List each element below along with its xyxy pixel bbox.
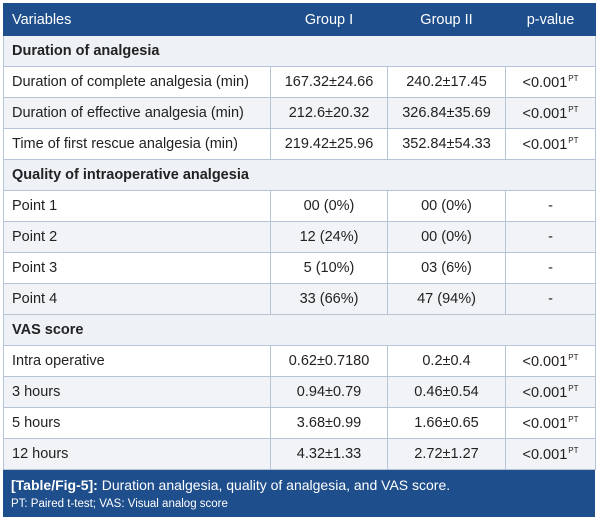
header-group-2: Group II (387, 3, 506, 36)
group-1-value: 00 (0%) (270, 190, 388, 222)
row-label: Intra operative (3, 345, 271, 377)
p-value-test-marker: PT (568, 445, 579, 455)
group-1-value: 0.62±0.7180 (270, 345, 388, 377)
row-label: 5 hours (3, 407, 271, 439)
table-row: 3 hours 0.94±0.79 0.46±0.54 <0.001PT (3, 376, 596, 408)
p-value-test-marker: PT (568, 352, 579, 362)
table-row: Point 4 33 (66%) 47 (94%) - (3, 283, 596, 315)
section-row: Duration of analgesia (3, 35, 596, 67)
p-value-cell: - (505, 190, 596, 222)
row-label: 12 hours (3, 438, 271, 470)
group-2-value: 2.72±1.27 (387, 438, 506, 470)
p-value: <0.001 (522, 415, 568, 432)
table-figure: Variables Group I Group II p-value Durat… (3, 3, 596, 517)
header-p-value: p-value (505, 3, 596, 36)
caption-footnote: PT: Paired t-test; VAS: Visual analog sc… (11, 498, 228, 510)
table-header-row: Variables Group I Group II p-value (3, 3, 596, 36)
row-label: Duration of effective analgesia (min) (3, 97, 271, 129)
p-value: - (548, 260, 553, 276)
table-row: Time of first rescue analgesia (min) 219.… (3, 128, 596, 160)
table-row: 12 hours 4.32±1.33 2.72±1.27 <0.001PT (3, 438, 596, 470)
row-label: Point 2 (3, 221, 271, 253)
p-value-cell: <0.001PT (505, 128, 596, 160)
p-value-cell: <0.001PT (505, 66, 596, 98)
group-2-value: 352.84±54.33 (387, 128, 506, 160)
group-2-value: 47 (94%) (387, 283, 506, 315)
group-2-value: 0.2±0.4 (387, 345, 506, 377)
header-group-1: Group I (270, 3, 388, 36)
group-1-value: 5 (10%) (270, 252, 388, 284)
group-2-value: 326.84±35.69 (387, 97, 506, 129)
header-variables: Variables (3, 3, 271, 36)
group-2-value: 00 (0%) (387, 221, 506, 253)
p-value-cell: - (505, 252, 596, 284)
group-1-value: 167.32±24.66 (270, 66, 388, 98)
p-value-test-marker: PT (568, 383, 579, 393)
p-value: - (548, 291, 553, 307)
section-label: VAS score (3, 314, 596, 346)
group-2-value: 1.66±0.65 (387, 407, 506, 439)
section-row: Quality of intraoperative analgesia (3, 159, 596, 191)
p-value: <0.001 (522, 446, 568, 463)
table-row: Intra operative 0.62±0.7180 0.2±0.4 <0.001P… (3, 345, 596, 377)
p-value: - (548, 198, 553, 214)
p-value-cell: <0.001PT (505, 97, 596, 129)
p-value-cell: <0.001PT (505, 376, 596, 408)
group-1-value: 219.42±25.96 (270, 128, 388, 160)
p-value-test-marker: PT (568, 73, 579, 83)
caption-line: [Table/Fig-5]: Duration analgesia, quali… (11, 476, 587, 494)
table-caption: [Table/Fig-5]: Duration analgesia, quali… (3, 470, 595, 517)
caption-text: Duration analgesia, quality of analgesia… (97, 477, 451, 493)
p-value-cell: - (505, 283, 596, 315)
section-label: Duration of analgesia (3, 35, 596, 67)
table-body: Duration of analgesia Duration of complet… (3, 35, 596, 470)
row-label: Point 4 (3, 283, 271, 315)
row-label: Point 1 (3, 190, 271, 222)
table-row: Duration of effective analgesia (min) 212… (3, 97, 596, 129)
p-value: <0.001 (522, 136, 568, 153)
p-value: <0.001 (522, 384, 568, 401)
p-value-test-marker: PT (568, 414, 579, 424)
group-1-value: 4.32±1.33 (270, 438, 388, 470)
results-table: Variables Group I Group II p-value Durat… (3, 3, 596, 470)
group-2-value: 0.46±0.54 (387, 376, 506, 408)
group-1-value: 33 (66%) (270, 283, 388, 315)
p-value-test-marker: PT (568, 135, 579, 145)
table-row: Duration of complete analgesia (min) 167.… (3, 66, 596, 98)
group-2-value: 00 (0%) (387, 190, 506, 222)
group-1-value: 0.94±0.79 (270, 376, 388, 408)
p-value: <0.001 (522, 353, 568, 370)
section-row: VAS score (3, 314, 596, 346)
p-value-cell: - (505, 221, 596, 253)
p-value-test-marker: PT (568, 104, 579, 114)
p-value-cell: <0.001PT (505, 407, 596, 439)
group-2-value: 03 (6%) (387, 252, 506, 284)
p-value: <0.001 (522, 74, 568, 91)
p-value: <0.001 (522, 105, 568, 122)
table-row: 5 hours 3.68±0.99 1.66±0.65 <0.001PT (3, 407, 596, 439)
section-label: Quality of intraoperative analgesia (3, 159, 596, 191)
group-2-value: 240.2±17.45 (387, 66, 506, 98)
row-label: Time of first rescue analgesia (min) (3, 128, 271, 160)
p-value-cell: <0.001PT (505, 438, 596, 470)
row-label: 3 hours (3, 376, 271, 408)
group-1-value: 3.68±0.99 (270, 407, 388, 439)
table-row: Point 1 00 (0%) 00 (0%) - (3, 190, 596, 222)
table-row: Point 2 12 (24%) 00 (0%) - (3, 221, 596, 253)
p-value-cell: <0.001PT (505, 345, 596, 377)
group-1-value: 212.6±20.32 (270, 97, 388, 129)
row-label: Point 3 (3, 252, 271, 284)
row-label: Duration of complete analgesia (min) (3, 66, 271, 98)
group-1-value: 12 (24%) (270, 221, 388, 253)
p-value: - (548, 229, 553, 245)
caption-tag: [Table/Fig-5]: (11, 477, 98, 493)
